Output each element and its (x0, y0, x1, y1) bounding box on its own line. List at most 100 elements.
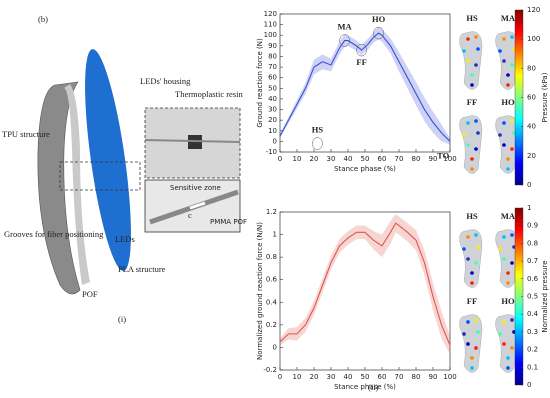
annotation-marker (356, 43, 367, 57)
sensor (470, 356, 474, 360)
x-tick-label: 20 (310, 155, 319, 163)
sensor (474, 261, 478, 265)
x-tick-label: 100 (443, 373, 456, 381)
colorbar-tick-label: 0 (527, 181, 531, 189)
y-tick-label: 20 (268, 116, 277, 124)
label: PLA structure (118, 264, 166, 274)
y-tick-label: 40 (268, 95, 277, 103)
sensor (502, 342, 506, 346)
phase-label: MA (501, 13, 516, 23)
colorbar-tick-label: 0.2 (527, 346, 538, 354)
colorbar-tick-label: 0.8 (527, 239, 538, 247)
annotation: MA (338, 21, 353, 31)
label: LEDs (115, 234, 135, 244)
y-tick-label: 0 (273, 343, 277, 351)
line (279, 222, 451, 346)
sensor (506, 157, 510, 161)
sensor (510, 346, 514, 350)
foot (495, 229, 519, 288)
sensor (470, 271, 474, 275)
y-tick-label: 1.2 (266, 208, 277, 216)
sensor (474, 147, 478, 151)
sensor (510, 318, 514, 322)
sensor (510, 147, 514, 151)
sensor (506, 73, 510, 77)
panel-label: (b) (38, 14, 48, 24)
x-tick-label: 80 (412, 155, 421, 163)
label: LEDs' housing (140, 76, 191, 86)
x-tick-label: 40 (344, 373, 353, 381)
foot (495, 31, 519, 90)
sensor (466, 143, 470, 147)
colorbar-tick-label: 80 (527, 64, 536, 72)
sensor (466, 121, 470, 125)
x-tick-label: 90 (429, 155, 438, 163)
x-tick-label: 60 (378, 373, 387, 381)
y-tick-label: 90 (268, 42, 277, 50)
y-tick-label: 100 (264, 31, 277, 39)
phase-label: MA (501, 211, 516, 221)
y-tick-label: 10 (268, 127, 277, 135)
annotation: FF (356, 57, 366, 67)
foot (459, 115, 483, 174)
x-tick-label: 60 (378, 155, 387, 163)
y-tick-label: 0.4 (266, 298, 278, 306)
sensor (466, 320, 470, 324)
label: Thermoplastic resin (175, 89, 243, 99)
sensor (502, 235, 506, 239)
sensor (474, 233, 478, 237)
y-tick-label: 30 (268, 106, 277, 114)
sensor (498, 247, 502, 251)
label: Sensitive zone (170, 184, 221, 192)
y-axis-title: Ground reaction force (N) (256, 38, 264, 128)
sensor (506, 271, 510, 275)
annotation-marker (339, 34, 350, 47)
annotation: TO (437, 150, 450, 160)
x-tick-label: 0 (278, 155, 282, 163)
colorbar-tick-label: 20 (527, 152, 536, 160)
colorbar-title: Normalized pressure (541, 260, 549, 332)
phase-label: HO (501, 97, 515, 107)
x-tick-label: 50 (361, 373, 370, 381)
x-tick-label: 70 (395, 155, 404, 163)
sensor (474, 35, 478, 39)
line (279, 32, 451, 142)
y-tick-label: 0.2 (266, 321, 277, 329)
sensor (498, 133, 502, 137)
sensor (502, 37, 506, 41)
y-tick-label: 80 (268, 52, 277, 60)
colorbar-tick-label: 0.6 (527, 275, 539, 283)
sensor (510, 119, 514, 123)
sensor (510, 63, 514, 67)
phase-label: HO (501, 296, 515, 306)
sensor (510, 35, 514, 39)
y-tick-label: 1 (273, 231, 277, 239)
band (280, 26, 450, 145)
y-tick-label: 0.6 (266, 276, 278, 284)
foot (459, 229, 483, 288)
annotation: HS (312, 124, 324, 134)
x-tick-label: 90 (429, 373, 438, 381)
x-tick-label: 10 (293, 155, 302, 163)
sensor (474, 63, 478, 67)
y-tick-label: 50 (268, 84, 277, 92)
colorbar-tick-label: 100 (527, 35, 540, 43)
sensor (466, 37, 470, 41)
sensor (476, 245, 480, 249)
sensor (474, 346, 478, 350)
y-tick-label: 0.8 (266, 253, 277, 261)
x-tick-label: 10 (293, 373, 302, 381)
sensor (462, 49, 466, 53)
label: Grooves for fiber positioning (4, 229, 104, 239)
band (280, 214, 450, 355)
caption: (i) (118, 314, 126, 324)
x-tick-label: 70 (395, 373, 404, 381)
y-tick-label: 110 (264, 21, 277, 29)
sensor (462, 133, 466, 137)
phase-label: HS (466, 211, 478, 221)
sensor (470, 157, 474, 161)
y-axis-title: Normalized ground reaction force (N/N) (256, 222, 264, 360)
x-tick-label: 20 (310, 373, 319, 381)
sensor (502, 143, 506, 147)
sensor (476, 330, 480, 334)
